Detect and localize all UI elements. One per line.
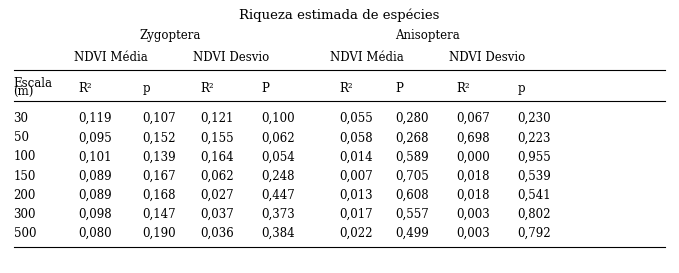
Text: 0,013: 0,013 xyxy=(340,189,373,202)
Text: 0,100: 0,100 xyxy=(261,112,295,125)
Text: 0,155: 0,155 xyxy=(200,131,234,144)
Text: 0,089: 0,089 xyxy=(78,170,112,183)
Text: 0,067: 0,067 xyxy=(456,112,490,125)
Text: 0,557: 0,557 xyxy=(395,208,429,221)
Text: 0,037: 0,037 xyxy=(200,208,234,221)
Text: 0,095: 0,095 xyxy=(78,131,112,144)
Text: 0,190: 0,190 xyxy=(143,227,177,240)
Text: 0,608: 0,608 xyxy=(395,189,429,202)
Text: 0,017: 0,017 xyxy=(340,208,373,221)
Text: 0,101: 0,101 xyxy=(78,150,111,164)
Text: 0,098: 0,098 xyxy=(78,208,112,221)
Text: 0,062: 0,062 xyxy=(261,131,295,144)
Text: 0,705: 0,705 xyxy=(395,170,429,183)
Text: 0,589: 0,589 xyxy=(395,150,429,164)
Text: 500: 500 xyxy=(14,227,36,240)
Text: 0,139: 0,139 xyxy=(143,150,177,164)
Text: 0,054: 0,054 xyxy=(261,150,295,164)
Text: 0,373: 0,373 xyxy=(261,208,295,221)
Text: NDVI Média: NDVI Média xyxy=(331,51,404,64)
Text: 0,698: 0,698 xyxy=(456,131,490,144)
Text: 0,089: 0,089 xyxy=(78,189,112,202)
Text: 0,027: 0,027 xyxy=(200,189,234,202)
Text: 0,058: 0,058 xyxy=(340,131,373,144)
Text: 0,223: 0,223 xyxy=(517,131,551,144)
Text: 0,080: 0,080 xyxy=(78,227,112,240)
Text: 0,499: 0,499 xyxy=(395,227,429,240)
Text: 0,802: 0,802 xyxy=(517,208,551,221)
Text: NDVI Desvio: NDVI Desvio xyxy=(193,51,269,64)
Text: 0,003: 0,003 xyxy=(456,227,490,240)
Text: 0,447: 0,447 xyxy=(261,189,295,202)
Text: 50: 50 xyxy=(14,131,29,144)
Text: 0,055: 0,055 xyxy=(340,112,373,125)
Text: 0,955: 0,955 xyxy=(517,150,551,164)
Text: R²: R² xyxy=(340,82,353,94)
Text: 0,168: 0,168 xyxy=(143,189,176,202)
Text: 0,000: 0,000 xyxy=(456,150,490,164)
Text: 0,014: 0,014 xyxy=(340,150,373,164)
Text: 0,268: 0,268 xyxy=(395,131,428,144)
Text: 0,248: 0,248 xyxy=(261,170,295,183)
Text: 30: 30 xyxy=(14,112,29,125)
Text: 300: 300 xyxy=(14,208,36,221)
Text: 100: 100 xyxy=(14,150,36,164)
Text: 0,121: 0,121 xyxy=(200,112,234,125)
Text: Riqueza estimada de espécies: Riqueza estimada de espécies xyxy=(239,8,440,22)
Text: 0,062: 0,062 xyxy=(200,170,234,183)
Text: NDVI Média: NDVI Média xyxy=(74,51,147,64)
Text: 0,147: 0,147 xyxy=(143,208,177,221)
Text: Anisoptera: Anisoptera xyxy=(395,29,460,42)
Text: 0,022: 0,022 xyxy=(340,227,373,240)
Text: 0,539: 0,539 xyxy=(517,170,551,183)
Text: NDVI Desvio: NDVI Desvio xyxy=(449,51,525,64)
Text: (m): (m) xyxy=(14,86,34,99)
Text: 0,230: 0,230 xyxy=(517,112,551,125)
Text: R²: R² xyxy=(200,82,214,94)
Text: 200: 200 xyxy=(14,189,36,202)
Text: 0,541: 0,541 xyxy=(517,189,551,202)
Text: 0,036: 0,036 xyxy=(200,227,234,240)
Text: 0,792: 0,792 xyxy=(517,227,551,240)
Text: 0,119: 0,119 xyxy=(78,112,111,125)
Text: 0,280: 0,280 xyxy=(395,112,428,125)
Text: Zygoptera: Zygoptera xyxy=(139,29,200,42)
Text: 0,384: 0,384 xyxy=(261,227,295,240)
Text: 0,152: 0,152 xyxy=(143,131,176,144)
Text: 0,018: 0,018 xyxy=(456,189,490,202)
Text: 0,107: 0,107 xyxy=(143,112,177,125)
Text: 0,007: 0,007 xyxy=(340,170,373,183)
Text: 0,167: 0,167 xyxy=(143,170,177,183)
Text: p: p xyxy=(143,82,150,94)
Text: 0,003: 0,003 xyxy=(456,208,490,221)
Text: R²: R² xyxy=(78,82,92,94)
Text: P: P xyxy=(395,82,403,94)
Text: p: p xyxy=(517,82,525,94)
Text: 150: 150 xyxy=(14,170,36,183)
Text: P: P xyxy=(261,82,270,94)
Text: Escala: Escala xyxy=(14,77,52,90)
Text: 0,164: 0,164 xyxy=(200,150,234,164)
Text: 0,018: 0,018 xyxy=(456,170,490,183)
Text: R²: R² xyxy=(456,82,470,94)
